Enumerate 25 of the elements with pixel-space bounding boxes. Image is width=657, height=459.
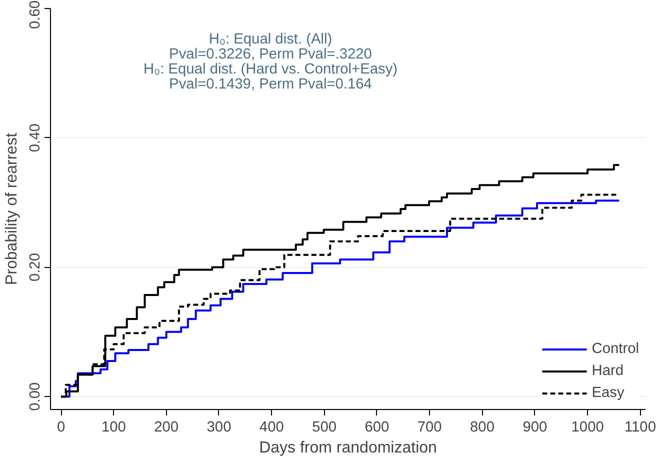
y-tick-label: 0.20 bbox=[28, 252, 44, 282]
annotation: H₀: Equal dist. (Hard vs. Control+Easy) bbox=[143, 62, 398, 78]
x-tick-label: 100 bbox=[101, 420, 126, 436]
x-tick-label: 300 bbox=[206, 420, 232, 436]
x-tick-label: 1100 bbox=[624, 420, 656, 436]
x-axis-title: Days from randomization bbox=[259, 440, 437, 456]
x-tick-label: 500 bbox=[312, 420, 337, 436]
y-tick-label: 0.00 bbox=[28, 382, 44, 411]
legend-label: Easy bbox=[592, 385, 624, 401]
x-tick-label: 800 bbox=[470, 420, 495, 436]
x-tick-label: 600 bbox=[364, 420, 390, 436]
legend-label: Control bbox=[592, 341, 639, 357]
annotation: H₀: Equal dist. (All) bbox=[208, 32, 332, 48]
x-tick-label: 0 bbox=[56, 420, 66, 436]
x-tick-label: 1000 bbox=[571, 420, 604, 436]
x-tick-label: 200 bbox=[154, 420, 179, 436]
y-tick-label: 0.40 bbox=[28, 124, 44, 152]
x-tick-label: 400 bbox=[259, 420, 284, 436]
legend-label: Hard bbox=[592, 363, 624, 379]
annotation: Pval=0.1439, Perm Pval=0.164 bbox=[169, 76, 372, 92]
annotation: Pval=0.3226, Perm Pval=.3220 bbox=[169, 46, 372, 62]
x-tick-label: 700 bbox=[417, 420, 442, 436]
y-axis-title: Probability of rearrest bbox=[4, 132, 20, 286]
x-tick-label: 900 bbox=[522, 420, 548, 436]
y-tick-label: 0.60 bbox=[28, 0, 44, 30]
